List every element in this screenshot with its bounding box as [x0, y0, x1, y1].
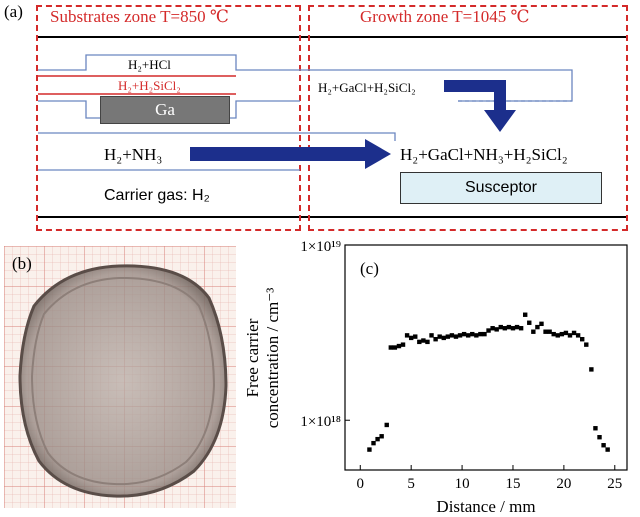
data-point-25: [470, 331, 475, 337]
data-point-31: [494, 327, 499, 332]
data-point-8: [400, 342, 406, 347]
growth-zone-title: Growth zone T=1045 ℃: [360, 7, 530, 26]
data-point-7: [396, 343, 402, 349]
data-point-18: [441, 335, 446, 341]
data-point-9: [404, 333, 410, 338]
data-point-40: [531, 329, 536, 334]
data-point-39: [527, 320, 532, 325]
data-point-15: [429, 333, 434, 338]
nh3-tube-outline: [38, 132, 396, 141]
reactor-tubes: [38, 54, 573, 171]
x-tick-label-0: 0: [357, 476, 365, 492]
data-point-10: [408, 335, 414, 341]
data-point-56: [597, 435, 602, 440]
data-point-1: [371, 440, 376, 446]
data-point-32: [498, 324, 503, 330]
carrier-gas-label: Carrier gas: H₂: [104, 187, 210, 204]
data-point-49: [567, 333, 573, 338]
data-point-16: [433, 337, 438, 342]
data-point-57: [601, 443, 606, 448]
nh3-flow-arrow: [190, 139, 391, 169]
data-point-43: [543, 329, 548, 334]
data-point-22: [457, 333, 463, 338]
carrier-concentration-chart: 0 5 10 15 20 25 1×10¹⁹ 1×10¹⁸ (c) Distance / mm…: [243, 239, 628, 516]
data-point-4: [384, 422, 389, 428]
x-tick-label-2: 10: [455, 476, 470, 492]
panel-a-label: (a): [4, 2, 23, 21]
susceptor-block: Susceptor: [400, 172, 602, 204]
data-point-47: [559, 331, 565, 337]
data-point-19: [445, 334, 451, 339]
substrates-zone-box: [36, 5, 301, 231]
data-point-17: [437, 334, 442, 339]
x-tick-label-5: 25: [607, 476, 622, 492]
data-point-35: [510, 326, 516, 331]
data-point-42: [539, 321, 544, 327]
data-point-48: [563, 330, 569, 336]
wafer-photo-svg: [4, 246, 236, 508]
data-point-54: [589, 367, 594, 372]
gas-label-h2-h2sicl2: H₂+H₂SiCl₂: [118, 78, 181, 93]
data-point-21: [453, 334, 459, 339]
data-point-34: [506, 324, 512, 330]
reactor-top-wall: [36, 36, 626, 38]
data-point-0: [367, 447, 372, 452]
data-point-26: [474, 333, 479, 338]
wafer-photo: [4, 246, 236, 508]
data-point-55: [593, 426, 598, 431]
gas-label-mixture: H₂+GaCl+NH₃+H₂SiCl₂: [400, 145, 568, 164]
x-tick-label-4: 20: [556, 476, 571, 492]
data-point-46: [555, 333, 560, 338]
reactor-bottom-wall: [36, 216, 626, 218]
panel-b-label: (b): [12, 254, 32, 273]
data-point-28: [482, 331, 487, 337]
gan-wafer: [18, 264, 228, 498]
data-point-30: [490, 326, 495, 331]
data-point-27: [478, 331, 483, 337]
data-point-3: [379, 434, 384, 439]
data-point-33: [502, 326, 508, 331]
x-tick-label-3: 15: [505, 476, 520, 492]
data-point-29: [486, 328, 491, 333]
y-axis-label-line1: Free carrier: [243, 318, 262, 397]
data-point-36: [514, 324, 520, 330]
data-point-45: [551, 331, 556, 337]
growth-zone-box: [308, 5, 628, 231]
data-point-37: [518, 326, 524, 331]
data-point-2: [375, 436, 380, 442]
data-point-23: [461, 331, 467, 337]
wafer-inner-ring: [30, 276, 216, 486]
y-axis-label-line2: concentration / cm⁻³: [263, 288, 282, 429]
data-point-52: [580, 337, 585, 342]
data-point-24: [465, 333, 471, 338]
panel-c-label: (c): [360, 259, 379, 278]
data-point-14: [425, 339, 430, 345]
x-tick-label-1: 5: [407, 476, 415, 492]
data-point-58: [605, 447, 610, 452]
data-point-50: [571, 330, 577, 336]
source-tube-outline-top: [38, 54, 573, 102]
plot-frame: [344, 244, 628, 471]
data-point-41: [535, 324, 540, 330]
data-point-53: [584, 342, 589, 347]
substrates-zone-title: Substrates zone T=850 ℃: [50, 7, 229, 26]
y-tick-label-0: 1×10¹⁹: [300, 239, 341, 255]
x-axis-label: Distance / mm: [436, 497, 535, 516]
data-point-6: [392, 345, 398, 350]
data-point-11: [413, 334, 418, 339]
data-point-51: [575, 333, 581, 338]
y-tick-label-1: 1×10¹⁸: [300, 414, 341, 430]
chart-layer: 0 5 10 15 20 25 1×10¹⁹ 1×10¹⁸: [300, 239, 622, 492]
data-point-20: [449, 333, 455, 338]
data-point-5: [388, 345, 394, 350]
gacl-flow-arrow: [444, 80, 516, 132]
gas-label-h2-nh3: H₂+NH₃: [104, 145, 163, 164]
gallium-boat: Ga: [100, 96, 230, 124]
gas-label-h2-gacl-h2sicl2: H₂+GaCl+H₂SiCl₂: [318, 80, 416, 95]
gas-label-h2-hcl: H₂+HCl: [128, 57, 171, 72]
data-point-44: [547, 329, 552, 334]
data-point-13: [421, 338, 426, 343]
data-point-38: [522, 312, 528, 317]
data-point-12: [417, 339, 422, 345]
